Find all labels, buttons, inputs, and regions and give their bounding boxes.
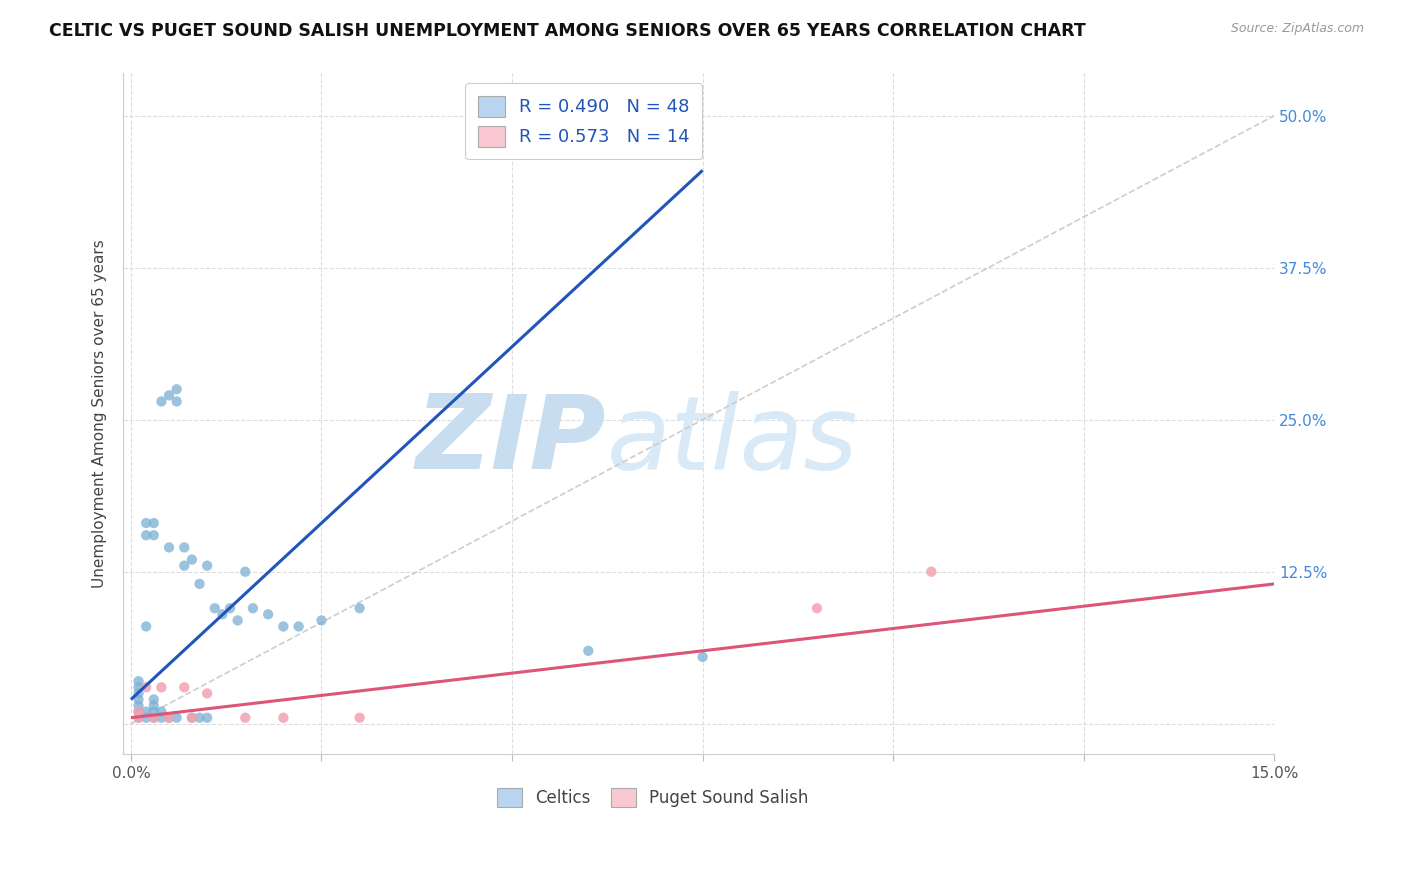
Point	[142, 711, 165, 725]
Text: CELTIC VS PUGET SOUND SALISH UNEMPLOYMENT AMONG SENIORS OVER 65 YEARS CORRELATIO: CELTIC VS PUGET SOUND SALISH UNEMPLOYMEN…	[49, 22, 1085, 40]
Point	[349, 601, 371, 615]
Point	[173, 558, 195, 573]
Point	[157, 388, 180, 402]
Point	[128, 705, 150, 719]
Point	[128, 681, 150, 695]
Point	[135, 705, 157, 719]
Point	[166, 711, 188, 725]
Point	[166, 394, 188, 409]
Point	[219, 601, 242, 615]
Point	[195, 711, 218, 725]
Point	[150, 681, 173, 695]
Point	[128, 686, 150, 700]
Point	[180, 711, 202, 725]
Point	[135, 516, 157, 530]
Point	[142, 711, 165, 725]
Point	[135, 681, 157, 695]
Point	[349, 711, 371, 725]
Text: ZIP: ZIP	[416, 391, 607, 491]
Point	[142, 698, 165, 713]
Point	[273, 619, 295, 633]
Point	[157, 711, 180, 725]
Point	[142, 516, 165, 530]
Point	[226, 614, 249, 628]
Point	[142, 705, 165, 719]
Point	[188, 711, 211, 725]
Point	[173, 681, 195, 695]
Point	[142, 528, 165, 542]
Point	[157, 541, 180, 555]
Text: atlas: atlas	[607, 391, 858, 491]
Point	[311, 614, 333, 628]
Point	[920, 565, 942, 579]
Point	[128, 705, 150, 719]
Point	[180, 711, 202, 725]
Point	[128, 711, 150, 725]
Y-axis label: Unemployment Among Seniors over 65 years: Unemployment Among Seniors over 65 years	[93, 239, 107, 588]
Point	[180, 552, 202, 566]
Point	[233, 565, 256, 579]
Point	[195, 558, 218, 573]
Point	[211, 607, 233, 622]
Point	[287, 619, 309, 633]
Point	[273, 711, 295, 725]
Point	[150, 705, 173, 719]
Point	[257, 607, 280, 622]
Point	[128, 692, 150, 706]
Point	[188, 577, 211, 591]
Point	[242, 601, 264, 615]
Point	[142, 692, 165, 706]
Point	[173, 541, 195, 555]
Point	[195, 686, 218, 700]
Point	[150, 711, 173, 725]
Point	[150, 394, 173, 409]
Point	[128, 674, 150, 689]
Point	[128, 698, 150, 713]
Legend: Celtics, Puget Sound Salish: Celtics, Puget Sound Salish	[491, 781, 815, 814]
Point	[692, 649, 714, 664]
Point	[135, 528, 157, 542]
Point	[233, 711, 256, 725]
Point	[135, 619, 157, 633]
Point	[135, 711, 157, 725]
Point	[128, 711, 150, 725]
Point	[576, 644, 599, 658]
Point	[157, 711, 180, 725]
Point	[204, 601, 226, 615]
Point	[166, 382, 188, 396]
Text: Source: ZipAtlas.com: Source: ZipAtlas.com	[1230, 22, 1364, 36]
Point	[806, 601, 828, 615]
